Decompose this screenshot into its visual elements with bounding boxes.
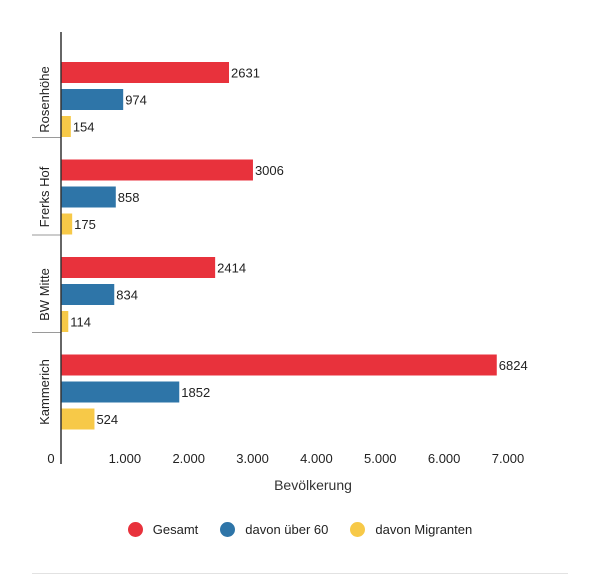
bar (61, 62, 230, 83)
x-tick-label: 5.000 (364, 451, 397, 466)
x-tick-label: 0 (47, 451, 54, 466)
data-label: 834 (116, 288, 138, 303)
bar (61, 213, 73, 235)
data-label: 114 (70, 315, 91, 330)
data-label: 3006 (255, 163, 284, 178)
x-tick-label: 7.000 (492, 451, 525, 466)
bar (61, 159, 253, 181)
data-label: 524 (96, 412, 118, 427)
bar (61, 89, 124, 110)
data-label: 175 (74, 217, 96, 232)
data-label: 1852 (181, 385, 210, 400)
data-label: 2414 (217, 261, 246, 276)
legend-item-ueber-60: davon über 60 (220, 522, 328, 537)
legend: Gesamt davon über 60 davon Migranten (0, 522, 600, 537)
data-label: 858 (118, 190, 140, 205)
category-label: Kammerich (37, 359, 52, 425)
x-tick-label: 6.000 (428, 451, 461, 466)
legend-label-migranten: davon Migranten (375, 522, 473, 537)
legend-item-migranten: davon Migranten (350, 522, 472, 537)
category-label: BW Mitte (37, 268, 52, 321)
bar (61, 284, 115, 305)
bar (61, 354, 497, 376)
x-tick-label: 4.000 (300, 451, 333, 466)
category-label: Frerks Hof (37, 166, 52, 227)
x-tick-label: 2.000 (172, 451, 205, 466)
data-label: 974 (125, 93, 147, 108)
legend-label-ueber-60: davon über 60 (245, 522, 329, 537)
legend-swatch-gesamt (127, 522, 143, 537)
data-label: 6824 (499, 358, 528, 373)
data-label: 154 (73, 120, 95, 135)
data-label: 2631 (231, 66, 260, 81)
x-axis-title: Bevölkerung (274, 477, 352, 493)
bar (61, 116, 71, 137)
bar (61, 311, 69, 332)
legend-swatch-ueber-60 (220, 522, 236, 537)
bar (61, 186, 116, 208)
bar (61, 408, 95, 430)
x-tick-label: 3.000 (236, 451, 269, 466)
legend-swatch-migranten (350, 522, 366, 537)
footer-divider (32, 573, 568, 574)
legend-item-gesamt: Gesamt (127, 522, 199, 537)
legend-label-gesamt: Gesamt (152, 522, 199, 537)
bar (61, 381, 180, 403)
x-tick-label: 1.000 (109, 451, 142, 466)
category-label: Rosenhöhe (37, 66, 52, 133)
bar (61, 257, 216, 278)
